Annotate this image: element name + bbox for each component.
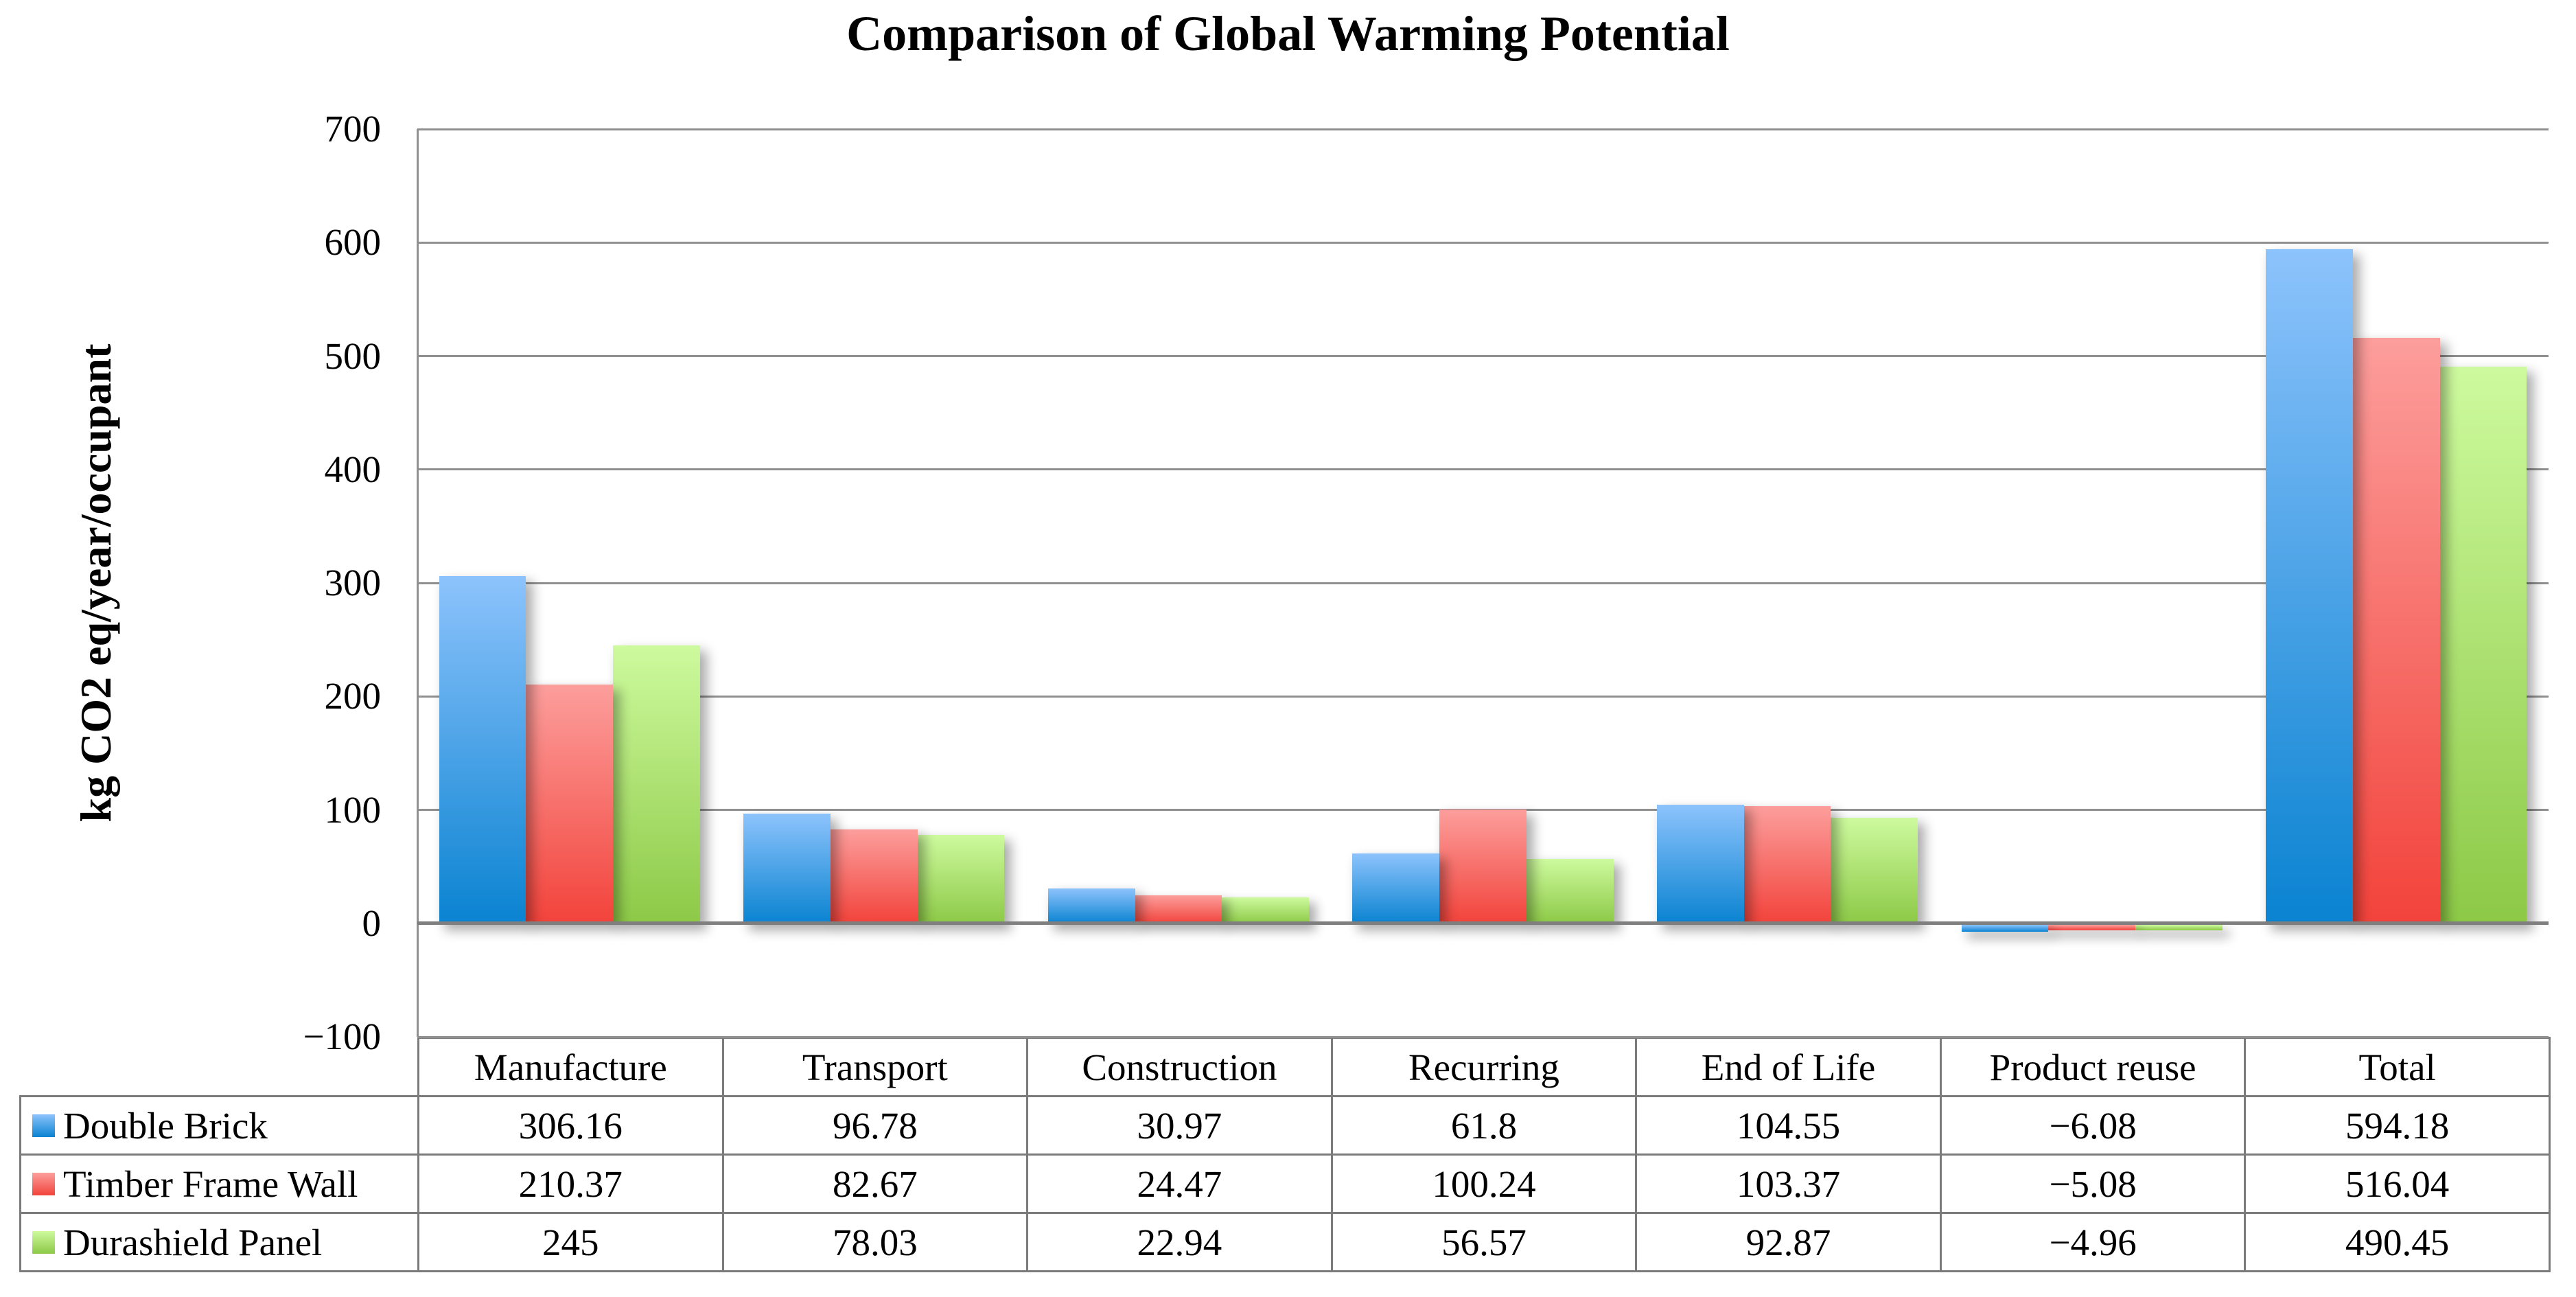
- value-cell: 30.97: [1026, 1095, 1333, 1156]
- value-cell: 306.16: [417, 1095, 724, 1156]
- series-name: Durashield Panel: [63, 1221, 323, 1263]
- bar-timber-frame-wall-recurring: [1439, 810, 1527, 923]
- column-header-total: Total: [2244, 1037, 2551, 1097]
- legend-cell-timber-frame-wall: Timber Frame Wall: [19, 1153, 419, 1214]
- y-tick-label-400: 400: [324, 448, 382, 490]
- bar-durashield-panel-manufacture: [613, 645, 700, 923]
- bar-timber-frame-wall-manufacture: [526, 685, 614, 923]
- y-tick-label-500: 500: [324, 334, 382, 377]
- legend-swatch-icon: [32, 1172, 55, 1195]
- column-header-recurring: Recurring: [1330, 1037, 1638, 1097]
- value-cell: 22.94: [1026, 1212, 1333, 1272]
- column-header-manufacture: Manufacture: [417, 1037, 724, 1097]
- bar-timber-frame-wall-construction: [1135, 895, 1222, 923]
- bar-timber-frame-wall-transport: [830, 829, 918, 923]
- value-cell: 210.37: [417, 1153, 724, 1214]
- bar-durashield-panel-product-reuse: [2135, 924, 2223, 930]
- y-tick-label-100: 100: [324, 788, 382, 831]
- series-name: Double Brick: [63, 1104, 268, 1147]
- y-tick-label-700: 700: [324, 108, 382, 150]
- y-tick-label-0: 0: [362, 902, 382, 944]
- gridline-500: [417, 355, 2549, 357]
- value-cell: 490.45: [2244, 1212, 2551, 1272]
- value-cell: 78.03: [721, 1212, 1029, 1272]
- value-cell: 56.57: [1330, 1212, 1638, 1272]
- gridline-600: [417, 241, 2549, 244]
- bar-timber-frame-wall-product-reuse: [2048, 924, 2135, 931]
- value-cell: 245: [417, 1212, 724, 1272]
- bar-durashield-panel-transport: [917, 834, 1005, 923]
- bar-durashield-panel-total: [2439, 367, 2527, 923]
- bar-durashield-panel-recurring: [1526, 859, 1614, 923]
- x-axis-zero-line: [417, 921, 2549, 926]
- bar-durashield-panel-end-of-life: [1831, 818, 1918, 923]
- value-cell: 61.8: [1330, 1095, 1638, 1156]
- column-header-end-of-life: End of Life: [1635, 1037, 1942, 1097]
- legend-cell-durashield-panel: Durashield Panel: [19, 1212, 419, 1272]
- value-cell: 100.24: [1330, 1153, 1638, 1214]
- value-cell: 24.47: [1026, 1153, 1333, 1214]
- y-tick-label-300: 300: [324, 562, 382, 604]
- data-table: Manufacture Transport Construction Recurrin…: [19, 1037, 2551, 1272]
- legend-swatch-icon: [32, 1114, 55, 1137]
- gridline-400: [417, 468, 2549, 471]
- value-cell: 92.87: [1635, 1212, 1942, 1272]
- column-header-transport: Transport: [721, 1037, 1029, 1097]
- value-cell: 594.18: [2244, 1095, 2551, 1156]
- y-tick-label-200: 200: [324, 675, 382, 718]
- column-header-product-reuse: Product reuse: [1939, 1037, 2247, 1097]
- y-tick-label-600: 600: [324, 221, 382, 264]
- gridline-700: [417, 128, 2549, 130]
- bar-timber-frame-wall-end-of-life: [1743, 805, 1831, 923]
- value-cell: −4.96: [1939, 1212, 2247, 1272]
- legend-cell-double-brick: Double Brick: [19, 1095, 419, 1156]
- legend-swatch-icon: [32, 1230, 55, 1254]
- gridline-200: [417, 695, 2549, 698]
- bar-timber-frame-wall-total: [2352, 337, 2440, 923]
- bar-double-brick-recurring: [1352, 853, 1440, 923]
- value-cell: 82.67: [721, 1153, 1029, 1214]
- bar-double-brick-product-reuse: [1961, 924, 2049, 932]
- value-cell: 96.78: [721, 1095, 1029, 1156]
- bar-double-brick-transport: [743, 813, 831, 923]
- chart-title: Comparison of Global Warming Potential: [846, 6, 1730, 61]
- value-cell: −6.08: [1939, 1095, 2247, 1156]
- value-cell: 103.37: [1635, 1153, 1942, 1214]
- value-cell: 104.55: [1635, 1095, 1942, 1156]
- bar-double-brick-total: [2266, 249, 2353, 923]
- bar-double-brick-construction: [1047, 888, 1135, 923]
- y-axis-line: [416, 129, 419, 1037]
- value-cell: −5.08: [1939, 1153, 2247, 1214]
- series-name: Timber Frame Wall: [63, 1162, 358, 1205]
- y-tick-label--100: −100: [303, 1015, 381, 1057]
- bar-double-brick-end-of-life: [1656, 804, 1744, 923]
- value-cell: 516.04: [2244, 1153, 2551, 1214]
- bar-double-brick-manufacture: [439, 575, 526, 923]
- gridline-300: [417, 582, 2549, 584]
- column-header-construction: Construction: [1026, 1037, 1333, 1097]
- table-corner-blank: [21, 1038, 419, 1097]
- bar-durashield-panel-construction: [1222, 897, 1310, 923]
- gridline--100: [417, 1035, 2549, 1038]
